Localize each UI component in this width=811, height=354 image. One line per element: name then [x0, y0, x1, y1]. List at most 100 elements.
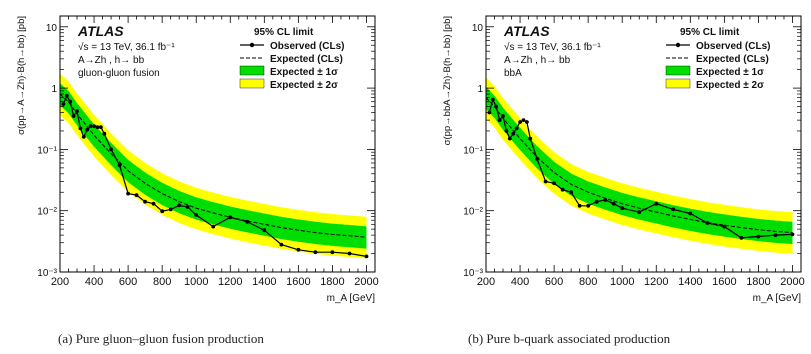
y-tick-label: 10 [46, 23, 58, 34]
observed-point [279, 242, 284, 247]
x-tick-label: 2000 [780, 276, 804, 288]
observed-point [497, 118, 502, 122]
observed-point [61, 102, 66, 106]
legend-2sigma-swatch [665, 78, 691, 89]
observed-point [134, 193, 139, 198]
observed-point [262, 228, 267, 233]
observed-point [177, 203, 182, 208]
observed-point [569, 190, 573, 195]
production-label: gluon-gluon fusion [78, 68, 160, 79]
legend-2sigma-label: Expected ± 2σ [270, 80, 338, 91]
observed-point [756, 234, 761, 239]
observed-point [535, 157, 539, 161]
x-tick-label: 800 [579, 276, 597, 288]
y-axis-label: σ(pp→A→Zh)·B(h→bb) [pb] [16, 16, 27, 135]
y-tick-label: 10⁻³ [463, 268, 483, 279]
caption-b: (b) Pure b-quark associated production [468, 331, 670, 347]
observed-point [364, 254, 369, 259]
energy-label: √s = 13 TeV, 36.1 fb⁻¹ [504, 41, 601, 53]
x-tick-label: 1800 [320, 276, 344, 288]
plot-area [60, 73, 369, 259]
legend-2sigma-label: Expected ± 2σ [696, 80, 764, 91]
observed-point [245, 219, 250, 224]
observed-point [504, 129, 509, 133]
observed-point [92, 124, 96, 128]
x-tick-label: 1600 [286, 276, 310, 288]
experiment-label: ATLAS [503, 23, 550, 39]
observed-point [85, 127, 90, 132]
plot-frame [485, 15, 802, 273]
observed-point [671, 207, 676, 212]
process-label: A→Zh , h→ bb [504, 55, 571, 66]
x-tick-label: 400 [511, 276, 529, 288]
observed-point [88, 124, 93, 128]
plot-frame [59, 15, 376, 273]
production-label: bbA [504, 68, 522, 79]
observed-point [126, 191, 130, 196]
observed-point [514, 126, 519, 131]
plot-area [486, 77, 795, 254]
expected-line [486, 97, 793, 234]
legend-observed-marker [675, 42, 681, 48]
x-tick-label: 1200 [644, 276, 668, 288]
energy-label: √s = 13 TeV, 36.1 fb⁻¹ [78, 41, 175, 53]
legend-1sigma-label: Expected ± 1σ [696, 67, 764, 78]
observed-point [560, 187, 565, 192]
legend-observed-marker [249, 42, 255, 48]
observed-point [160, 209, 165, 214]
y-tick-label: 10⁻² [37, 207, 57, 218]
observed-point [528, 136, 533, 141]
observed-point [95, 125, 100, 130]
process-label: A→Zh , h→ bb [78, 55, 145, 66]
observed-point [501, 114, 505, 118]
observed-point [151, 201, 156, 206]
observed-point [71, 114, 76, 118]
y-axis-label: σ(pp→bbA→Zh)·B(h→bb) [pb] [442, 16, 453, 145]
observed-point [330, 250, 335, 255]
x-tick-label: 1600 [712, 276, 736, 288]
observed-point [525, 120, 529, 124]
observed-point [722, 224, 727, 229]
observed-point [577, 203, 582, 208]
observed-point [81, 135, 86, 139]
x-tick-label: 1200 [218, 276, 242, 288]
observed-point [64, 93, 69, 98]
x-tick-label: 1000 [184, 276, 208, 288]
observed-point [490, 97, 495, 102]
x-tick-label: 800 [153, 276, 171, 288]
y-tick-label: 1 [51, 84, 57, 95]
y-tick-label: 10 [472, 23, 484, 34]
observed-point [313, 250, 318, 255]
observed-point [99, 125, 103, 130]
observed-point [168, 207, 173, 212]
chart-panel-b: 200 400 600 800 1000 1200 1400 1600 1800 2000 10⁻³… [442, 15, 805, 304]
observed-point [552, 181, 556, 186]
observed-point [705, 221, 710, 225]
observed-line [62, 94, 367, 257]
observed-point [521, 118, 526, 122]
x-tick-label: 1000 [610, 276, 634, 288]
x-tick-label: 1400 [678, 276, 702, 288]
observed-point [603, 198, 608, 202]
y-tick-label: 10⁻¹ [463, 145, 483, 156]
observed-point [211, 224, 216, 229]
observed-point [511, 131, 516, 136]
observed-point [494, 104, 499, 109]
legend-2sigma-swatch [239, 78, 265, 89]
observed-point [637, 210, 642, 215]
observed-point [296, 247, 301, 252]
legend-1sigma-swatch [665, 65, 691, 76]
y-tick-label: 10⁻³ [37, 268, 57, 279]
observed-point [654, 201, 659, 206]
y-tick-label: 10⁻¹ [37, 145, 57, 156]
band-2sigma [60, 73, 367, 259]
caption-a: (a) Pure gluon–gluon fusion production [58, 331, 264, 347]
y-tick-label: 10⁻² [463, 207, 483, 218]
legend-1sigma-swatch [239, 65, 265, 76]
observed-point [117, 163, 122, 168]
observed-point [773, 233, 778, 238]
observed-point [594, 199, 599, 204]
x-tick-label: 400 [85, 276, 103, 288]
chart-panel-a: 200 400 600 800 1000 1200 1400 1600 1800 2000 10⁻³… [16, 15, 379, 304]
observed-point [68, 99, 73, 104]
